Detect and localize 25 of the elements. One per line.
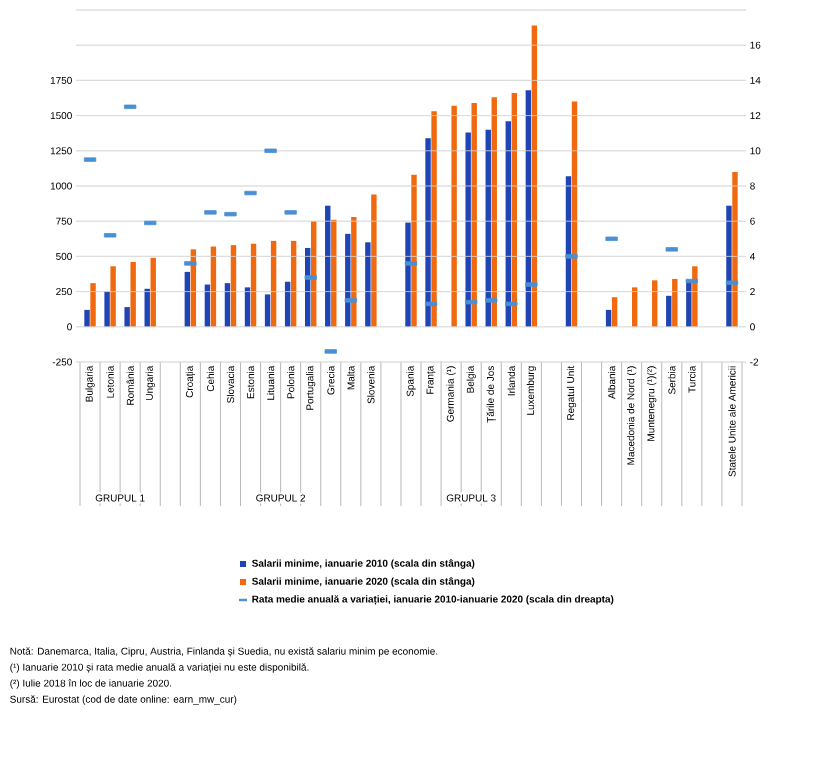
bar bbox=[411, 174, 417, 327]
bar bbox=[345, 233, 351, 327]
bar bbox=[371, 194, 377, 327]
bar bbox=[686, 280, 692, 327]
bar bbox=[405, 222, 411, 327]
bar bbox=[110, 266, 116, 327]
bar bbox=[471, 102, 477, 327]
bar bbox=[351, 216, 357, 327]
bar bbox=[431, 111, 437, 327]
bar bbox=[611, 297, 618, 327]
bar bbox=[104, 291, 110, 327]
bar bbox=[732, 171, 738, 327]
bar bbox=[150, 257, 156, 327]
bar bbox=[672, 278, 678, 327]
bar bbox=[264, 294, 271, 327]
bar bbox=[726, 205, 732, 327]
bar bbox=[425, 138, 431, 327]
bar bbox=[465, 132, 471, 327]
bar bbox=[130, 262, 136, 327]
bar bbox=[90, 283, 96, 327]
bar bbox=[124, 307, 130, 327]
bar bbox=[692, 266, 698, 327]
bar bbox=[451, 105, 457, 327]
bar bbox=[365, 242, 371, 327]
bar bbox=[84, 309, 90, 327]
